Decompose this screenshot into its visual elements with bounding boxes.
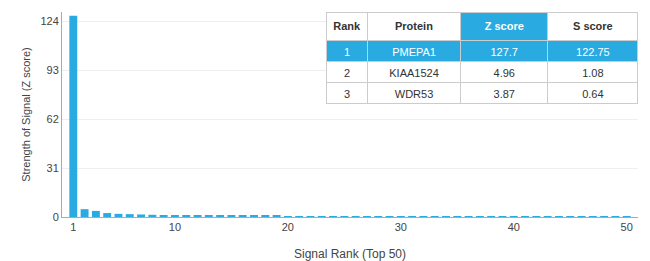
svg-text:1.08: 1.08 (582, 67, 603, 79)
svg-text:3.87: 3.87 (494, 88, 515, 100)
svg-text:2: 2 (344, 67, 350, 79)
svg-text:4.96: 4.96 (494, 67, 515, 79)
svg-text:62: 62 (47, 113, 59, 125)
svg-text:122.75: 122.75 (576, 46, 610, 58)
svg-text:124: 124 (40, 15, 58, 27)
svg-text:0.64: 0.64 (582, 88, 603, 100)
svg-text:Z score: Z score (485, 20, 524, 32)
svg-text:PMEPA1: PMEPA1 (392, 46, 436, 58)
svg-text:Strength of Signal (Z score): Strength of Signal (Z score) (20, 47, 32, 182)
svg-text:S score: S score (573, 20, 613, 32)
svg-text:1: 1 (70, 221, 76, 233)
svg-text:93: 93 (47, 64, 59, 76)
svg-text:Signal Rank (Top 50): Signal Rank (Top 50) (294, 247, 406, 261)
svg-text:20: 20 (282, 221, 294, 233)
svg-text:Protein: Protein (395, 20, 433, 32)
svg-text:1: 1 (344, 46, 350, 58)
svg-text:WDR53: WDR53 (395, 88, 434, 100)
svg-text:KIAA1524: KIAA1524 (389, 67, 439, 79)
svg-text:31: 31 (47, 162, 59, 174)
svg-text:Rank: Rank (333, 20, 361, 32)
svg-text:40: 40 (508, 221, 520, 233)
svg-text:3: 3 (344, 88, 350, 100)
svg-text:50: 50 (621, 221, 633, 233)
svg-text:10: 10 (169, 221, 181, 233)
svg-text:127.7: 127.7 (490, 46, 518, 58)
svg-text:30: 30 (395, 221, 407, 233)
svg-text:0: 0 (53, 211, 59, 223)
